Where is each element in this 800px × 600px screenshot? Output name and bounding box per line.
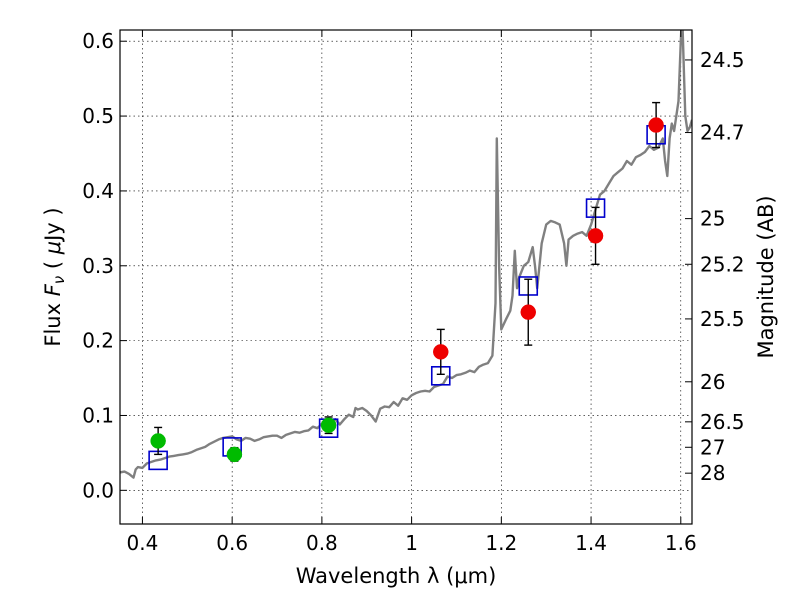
x-tick-label: 1 bbox=[405, 531, 418, 555]
nir-detection-point bbox=[433, 344, 449, 360]
x-tick-label: 0.4 bbox=[127, 531, 159, 555]
mag-tick-label: 24.5 bbox=[700, 48, 745, 72]
plot-background bbox=[120, 30, 692, 524]
y-axis-label-part: F bbox=[41, 283, 65, 296]
nir-detection-point bbox=[587, 228, 604, 244]
mag-tick-label: 26 bbox=[700, 370, 725, 394]
optical-detection-point bbox=[150, 433, 166, 449]
axis-labels: 0.4 0.6 0.8 1 1.2 1.4 1.6 0.0 0.1 0.2 0.3 0.4 0.5 0.6… bbox=[41, 29, 778, 588]
nir-detection-point bbox=[520, 304, 537, 320]
y-axis-label-part: Flux bbox=[41, 296, 65, 346]
y-tick-label: 0.5 bbox=[82, 104, 114, 128]
mag-tick-label: 28 bbox=[700, 461, 725, 485]
plot-frame bbox=[119, 29, 693, 525]
mag-tick-label: 25.5 bbox=[700, 307, 745, 331]
data-layer bbox=[120, 30, 692, 479]
mag-tick-label: 25 bbox=[700, 207, 725, 231]
y-tick-label: 0.3 bbox=[82, 254, 114, 278]
x-tick-label: 1.6 bbox=[665, 531, 697, 555]
y-tick-label: 0.0 bbox=[82, 478, 114, 502]
nir-detection-point bbox=[648, 117, 664, 133]
mag-tick-label: 25.2 bbox=[700, 252, 745, 276]
optical-detection-point bbox=[226, 446, 243, 463]
y-axis-label: Flux Fν ( μJy ) bbox=[41, 207, 68, 346]
y-tick-label: 0.1 bbox=[82, 403, 114, 427]
mag-tick-label: 27 bbox=[700, 435, 725, 459]
x-tick-label: 1.4 bbox=[575, 531, 607, 555]
x-tick-label: 0.8 bbox=[306, 531, 338, 555]
y-axis-label-part: Jy ) bbox=[41, 207, 65, 243]
y-axis-label-part: μ bbox=[41, 241, 65, 255]
y-tick-label: 0.2 bbox=[82, 329, 114, 353]
right-axis-label: Magnitude (AB) bbox=[754, 195, 778, 358]
x-axis-label: Wavelength λ (μm) bbox=[296, 564, 497, 588]
grid-lines bbox=[120, 30, 692, 524]
optical-detection-point bbox=[320, 417, 337, 433]
mag-tick-label: 24.7 bbox=[700, 121, 745, 145]
y-axis-label-part: ( bbox=[41, 254, 65, 276]
y-tick-label: 0.4 bbox=[82, 179, 114, 203]
mag-tick-label: 26.5 bbox=[700, 410, 745, 434]
x-tick-label: 1.2 bbox=[485, 531, 517, 555]
x-tick-label: 0.6 bbox=[216, 531, 248, 555]
y-axis-label-part: ν bbox=[50, 276, 68, 284]
y-tick-label: 0.6 bbox=[82, 29, 114, 53]
axis-ticks bbox=[120, 30, 692, 524]
